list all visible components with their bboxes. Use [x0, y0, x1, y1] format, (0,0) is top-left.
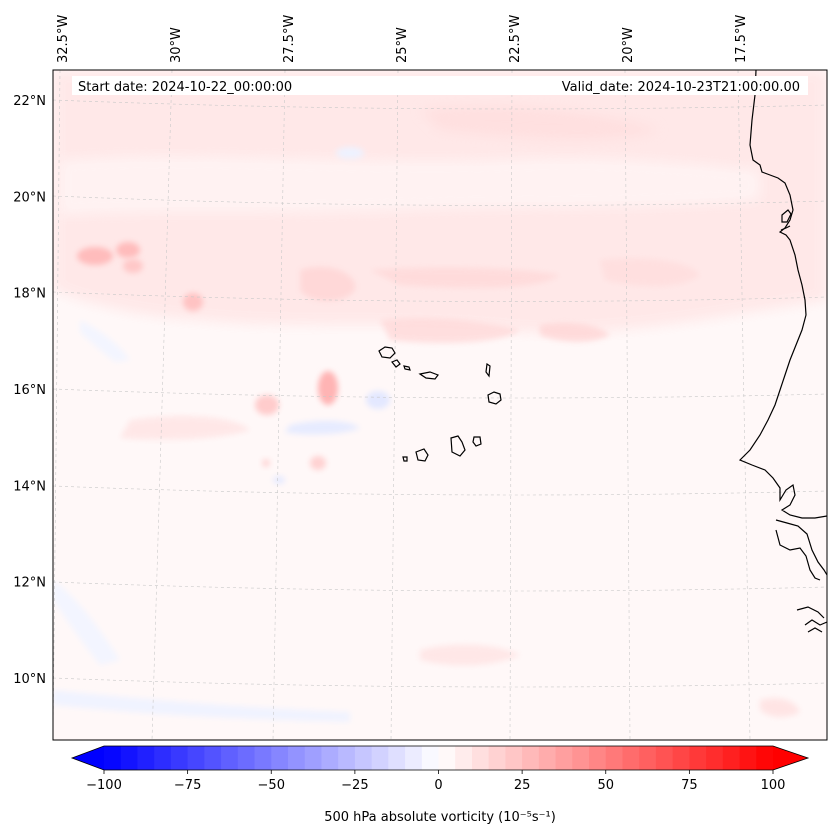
- lat-tick-label: 22°N: [13, 94, 46, 109]
- colorbar-tick-label: 75: [681, 778, 698, 793]
- lon-tick-label: 32.5°W: [56, 15, 71, 63]
- colorbar-segment: [756, 746, 774, 770]
- lat-tick-label: 14°N: [13, 479, 46, 494]
- colorbar-segment: [354, 746, 373, 770]
- lon-tick-label: 17.5°W: [734, 15, 749, 63]
- colorbar-tick-label: 25: [514, 778, 531, 793]
- cape-verde-islands: [378, 346, 502, 462]
- lat-tick-label: 16°N: [13, 383, 46, 398]
- valid-date-label: Valid_date: 2024-10-23T21:00:00.00: [562, 80, 800, 95]
- lon-tick-label: 27.5°W: [282, 15, 297, 63]
- colorbar-segment: [488, 746, 506, 770]
- colorbar-segment: [104, 746, 122, 770]
- colorbar-segment: [254, 746, 272, 770]
- lon-tick-label: 22.5°W: [508, 15, 523, 63]
- colorbar-segment: [371, 746, 389, 770]
- colorbar-tick-label: 50: [597, 778, 614, 793]
- colorbar-segment: [589, 746, 607, 770]
- colorbar-max-extend: [773, 746, 808, 770]
- colorbar: −100 −75 −50 −25 0 25 50 75 100: [70, 745, 810, 793]
- colorbar-tick-label: −25: [341, 778, 368, 793]
- lat-tick-label: 18°N: [13, 287, 46, 302]
- colorbar-segment: [538, 746, 557, 770]
- colorbar-segment: [639, 746, 657, 770]
- colorbar-segment: [287, 746, 306, 770]
- colorbar-segment: [739, 746, 757, 770]
- colorbar-segment: [555, 746, 573, 770]
- colorbar-segment: [689, 746, 707, 770]
- colorbar-tick-label: −75: [174, 778, 201, 793]
- colorbar-segment: [455, 746, 473, 770]
- colorbar-segment: [622, 746, 640, 770]
- longitude-tick-labels: 32.5°W 30°W 27.5°W 25°W 22.5°W 20°W 17.5°W: [56, 15, 749, 63]
- vorticity-field: [53, 70, 827, 722]
- map-gridlines: [53, 70, 827, 740]
- lon-tick-label: 25°W: [395, 27, 410, 63]
- colorbar-segment: [304, 746, 322, 770]
- colorbar-segment: [421, 746, 439, 770]
- lat-tick-label: 20°N: [13, 190, 46, 205]
- colorbar-segment: [137, 746, 155, 770]
- colorbar-tick-label: 0: [434, 778, 442, 793]
- colorbar-segment: [471, 746, 490, 770]
- colorbar-title: 500 hPa absolute vorticity (10⁻⁵s⁻¹): [324, 810, 556, 825]
- colorbar-segment: [405, 746, 423, 770]
- colorbar-segment: [338, 746, 356, 770]
- africa-coastline: [738, 70, 827, 519]
- start-date-label: Start date: 2024-10-22_00:00:00: [78, 80, 292, 95]
- lon-tick-label: 20°W: [621, 27, 636, 63]
- colorbar-segment: [187, 746, 205, 770]
- colorbar-segment: [572, 746, 590, 770]
- colorbar-segment: [706, 746, 724, 770]
- colorbar-segment: [505, 746, 523, 770]
- colorbar-segment: [170, 746, 189, 770]
- colorbar-segment: [237, 746, 256, 770]
- lat-tick-label: 12°N: [13, 576, 46, 591]
- latitude-tick-labels: 22°N 20°N 18°N 16°N 14°N 12°N 10°N: [13, 94, 46, 687]
- colorbar-tick-label: 100: [761, 778, 786, 793]
- coastlines: [738, 70, 827, 633]
- colorbar-segment: [221, 746, 239, 770]
- colorbar-segment: [120, 746, 138, 770]
- colorbar-segment: [204, 746, 222, 770]
- colorbar-segment: [388, 746, 406, 770]
- info-box: [72, 76, 808, 95]
- colorbar-segment: [722, 746, 741, 770]
- colorbar-segment: [271, 746, 289, 770]
- colorbar-min-extend: [72, 746, 104, 770]
- colorbar-segment: [321, 746, 339, 770]
- map-frame: [52, 69, 828, 741]
- colorbar-segment: [605, 746, 623, 770]
- colorbar-segment: [154, 746, 172, 770]
- colorbar-segment: [672, 746, 690, 770]
- colorbar-tick-label: −50: [258, 778, 285, 793]
- colorbar-tick-label: −100: [86, 778, 122, 793]
- lat-tick-label: 10°N: [13, 672, 46, 687]
- colorbar-segment: [522, 746, 540, 770]
- colorbar-segment: [438, 746, 456, 770]
- colorbar-segment: [655, 746, 674, 770]
- lon-tick-label: 30°W: [169, 27, 184, 63]
